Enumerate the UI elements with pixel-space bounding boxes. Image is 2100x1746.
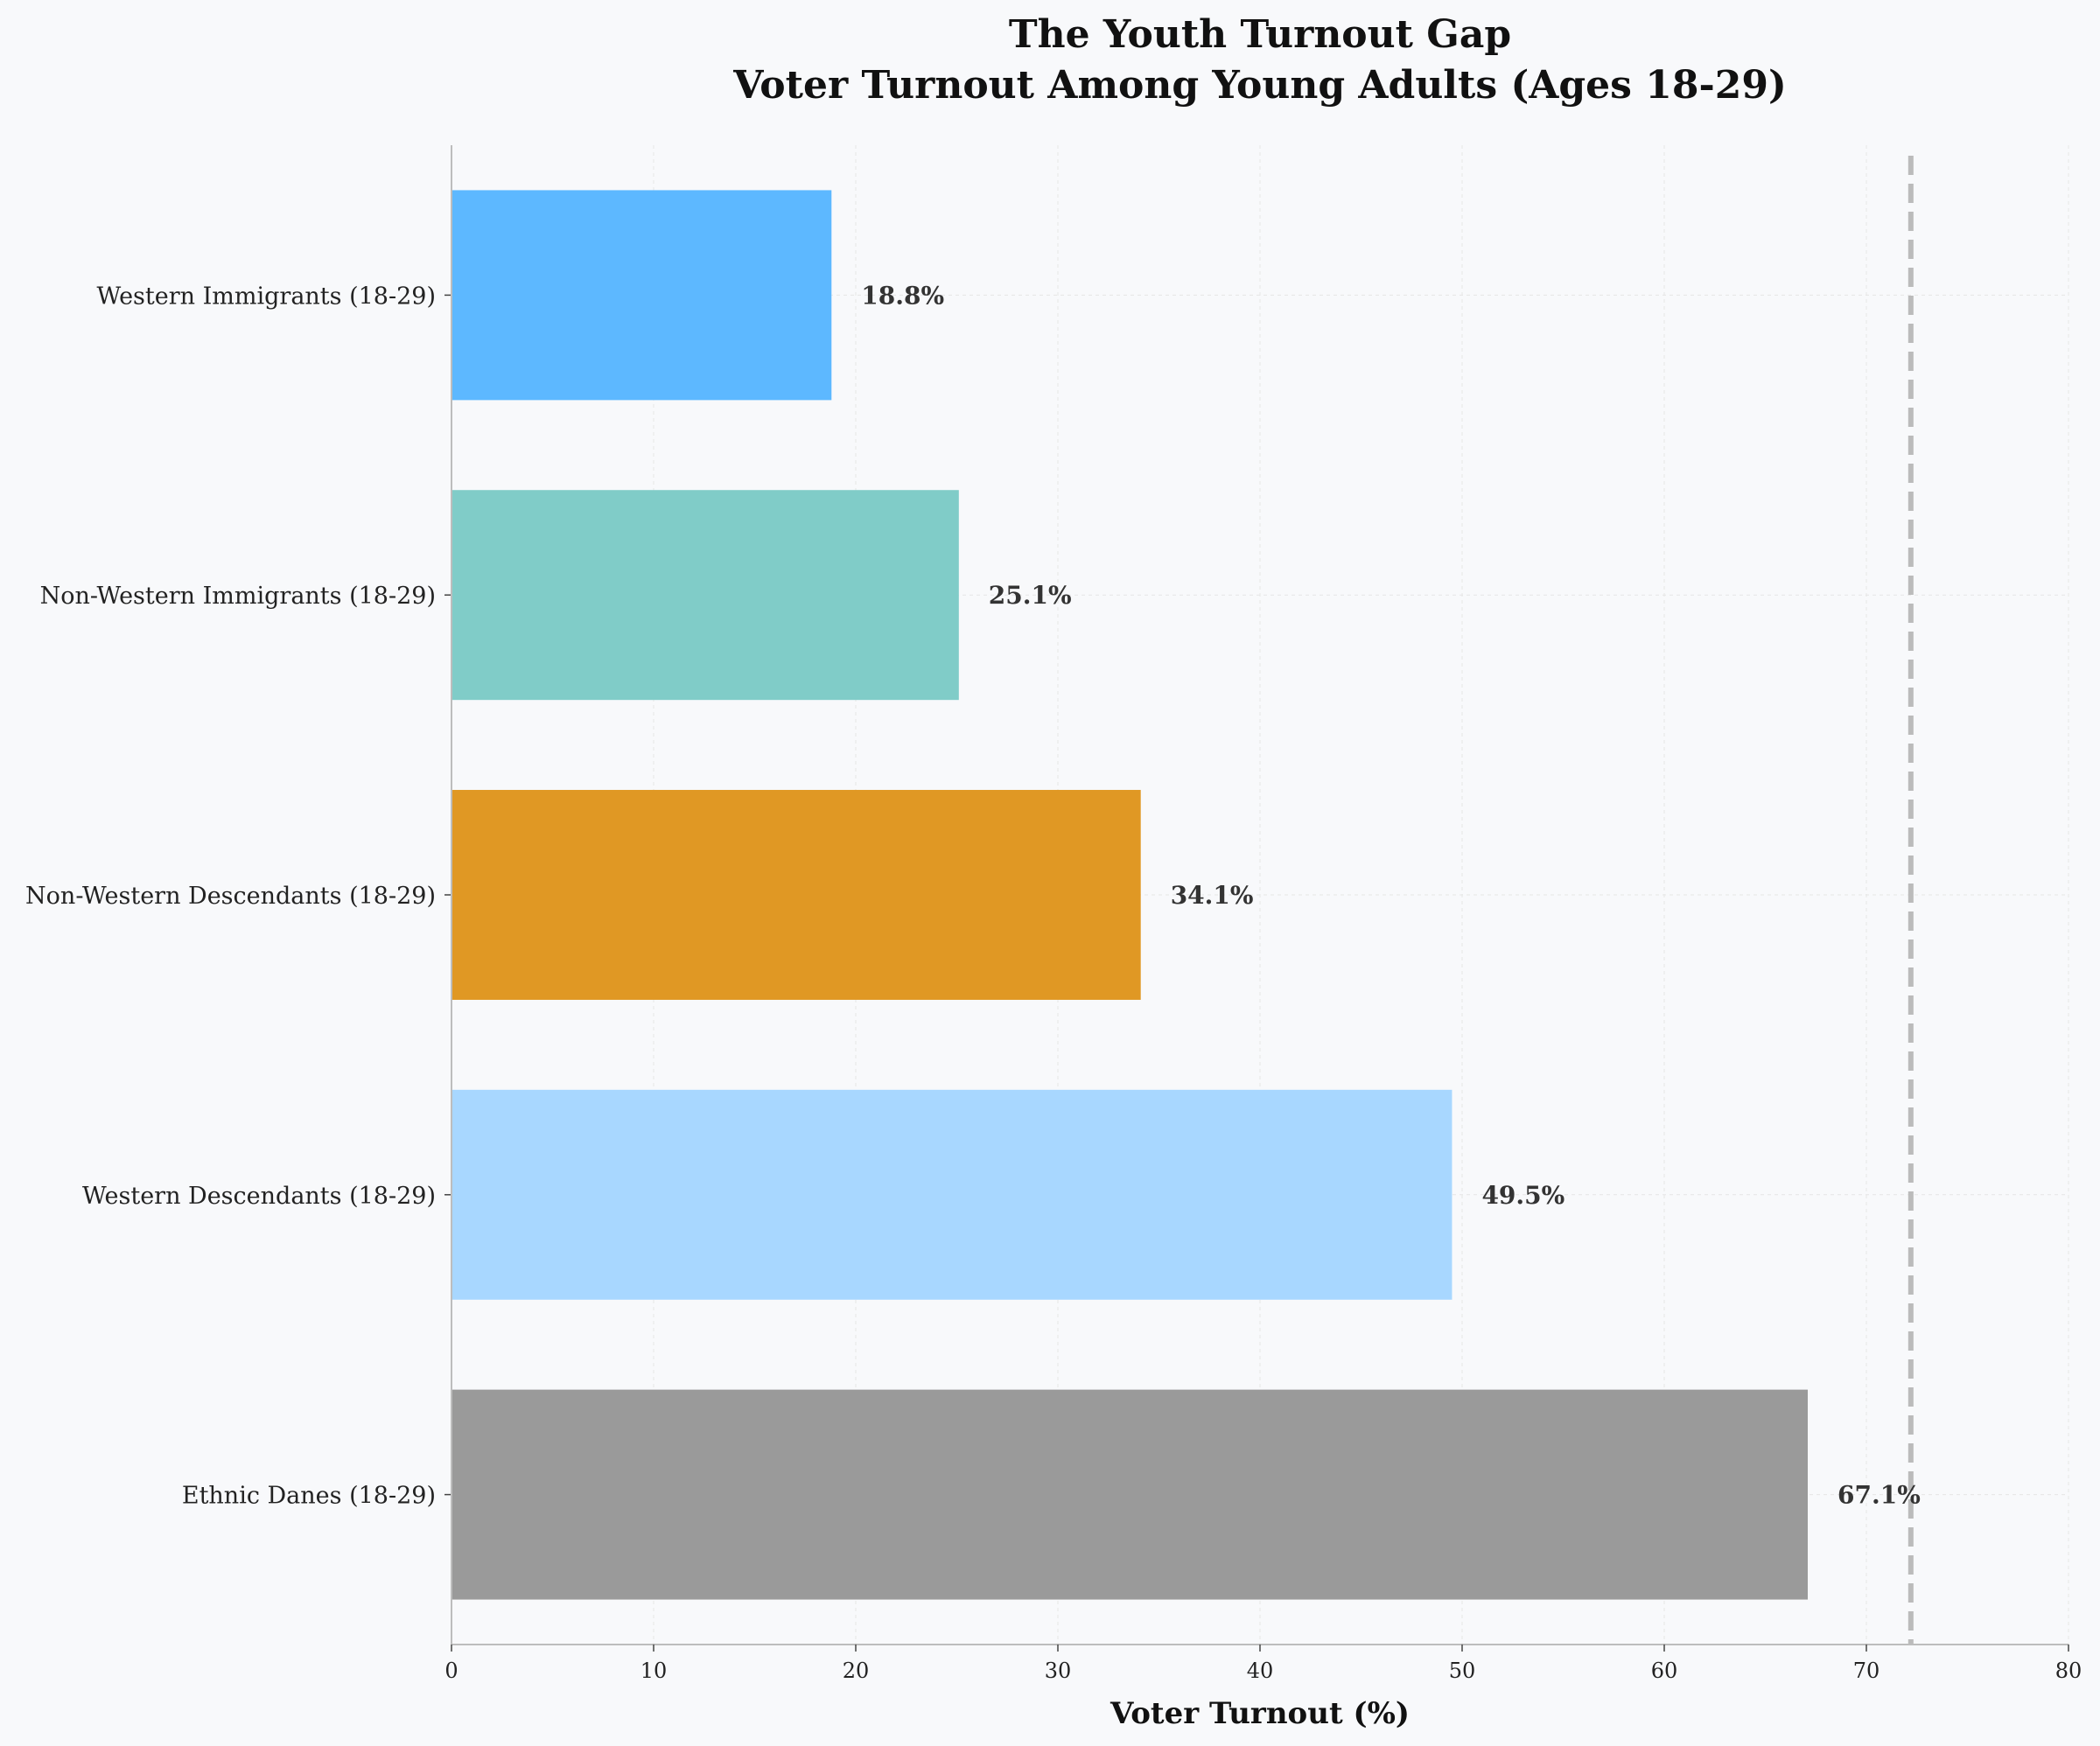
category-label-1: Non-Western Immigrants (18-29) (40, 583, 436, 610)
x-tick-label-5: 50 (1449, 1659, 1476, 1683)
bar-4 (452, 1389, 1809, 1600)
x-tick-label-1: 10 (640, 1659, 668, 1683)
value-label-4: 67.1% (1838, 1481, 1921, 1510)
x-tick-label-3: 30 (1045, 1659, 1072, 1683)
category-label-3: Western Descendants (18-29) (82, 1183, 436, 1210)
bar-3 (452, 1089, 1452, 1300)
chart-subtitle: Voter Turnout Among Young Adults (Ages 1… (732, 63, 1787, 108)
value-label-1: 25.1% (989, 581, 1072, 610)
category-label-4: Ethnic Danes (18-29) (182, 1483, 436, 1510)
x-axis-label: Voter Turnout (%) (1110, 1696, 1410, 1731)
chart-title: The Youth Turnout Gap (1009, 12, 1511, 57)
x-tick-label-6: 60 (1651, 1659, 1678, 1683)
value-label-3: 49.5% (1481, 1181, 1564, 1210)
axes (444, 145, 2069, 1652)
x-tick-label-2: 20 (843, 1659, 870, 1683)
bars (452, 190, 1809, 1600)
x-tick-label-4: 40 (1247, 1659, 1274, 1683)
value-label-0: 18.8% (861, 281, 944, 310)
value-label-2: 34.1% (1171, 881, 1254, 910)
category-label-2: Non-Western Descendants (18-29) (25, 883, 436, 910)
category-label-0: Western Immigrants (18-29) (97, 283, 436, 310)
labels: 18.8% Western Immigrants (18-29) 25.1% Non-… (25, 281, 2082, 1683)
x-tick-label-7: 70 (1853, 1659, 1880, 1683)
bar-1 (452, 490, 959, 701)
bar-2 (452, 790, 1141, 1000)
x-tick-label-8: 80 (2055, 1659, 2082, 1683)
x-tick-label-0: 0 (444, 1659, 458, 1683)
bar-0 (452, 190, 832, 401)
